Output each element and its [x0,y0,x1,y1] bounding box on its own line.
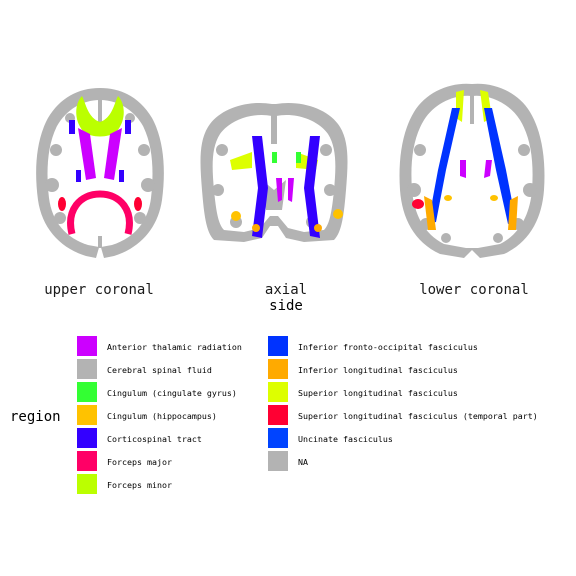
legend-label: Corticospinal tract [107,434,202,444]
legend-label: Inferior longitudinal fasciculus [298,365,458,375]
corticospinal-tract-left [69,120,75,134]
legend-label: Cingulum (cingulate gyrus) [107,388,237,398]
legend-key [77,359,97,379]
cingulum-gyrus-right [296,152,301,163]
corticospinal-tract-right [125,120,131,134]
panel-label-lower-coronal: lower coronal [419,282,529,298]
legend-label: NA [298,457,308,467]
legend-label: Cingulum (hippocampus) [107,411,217,421]
legend-label: Inferior fronto-occipital fasciculus [298,342,478,352]
legend-label: Uncinate fasciculus [298,434,393,444]
legend-label: Forceps minor [107,480,172,490]
legend-key [268,405,288,425]
panel-label-upper-coronal: upper coronal [44,282,154,298]
cingulum-hippocampus-right [490,195,498,201]
legend-key [77,451,97,471]
legend-key [268,359,288,379]
legend-key [77,474,97,494]
legend-label: Superior longitudinal fasciculus [298,388,458,398]
corticospinal-tract-right-lower [119,170,124,182]
axis-title-side: side [269,298,303,314]
legend-items: Anterior thalamic radiation Cerebral spin… [77,336,538,494]
axial-slice [200,103,347,242]
panel-label-axial: axial [265,282,307,298]
legend-key [268,451,288,471]
legend-key [77,382,97,402]
legend-label: Superior longitudinal fasciculus (tempor… [298,411,538,421]
lower-coronal-slice [400,84,545,258]
cingulum-hippocampus-right-2 [314,224,322,232]
legend-key [268,336,288,356]
legend-label: Forceps major [107,457,172,467]
slf-temporal-right [134,197,142,211]
corticospinal-tract-left-lower [76,170,81,182]
cingulum-hippocampus-right [333,209,343,219]
legend-title: region [10,409,61,425]
cingulum-hippocampus-left [231,211,241,221]
legend-label: Cerebral spinal fluid [107,365,212,375]
legend-key [268,428,288,448]
anterior-thalamic-radiation-left [460,160,466,178]
cingulum-hippocampus-left [444,195,452,201]
legend: region Anterior thalamic radiation Cerebr… [10,336,538,494]
cingulum-hippocampus-left-2 [252,224,260,232]
slf-temporal-left [58,197,66,211]
legend-key [268,382,288,402]
legend-key [77,428,97,448]
legend-label: Anterior thalamic radiation [107,342,242,352]
legend-key [77,336,97,356]
upper-coronal-slice [36,88,164,258]
legend-key [77,405,97,425]
slf-temporal-left [412,199,424,209]
cingulum-gyrus-left [272,152,277,163]
